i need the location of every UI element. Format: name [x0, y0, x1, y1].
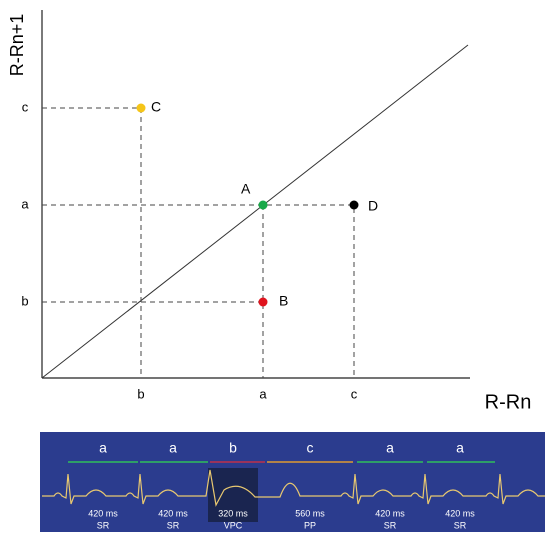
interval-rhythm: VPC: [224, 520, 243, 530]
point: [258, 200, 268, 210]
interval-letter: b: [229, 440, 237, 456]
interval-duration: 420 ms: [375, 508, 405, 518]
ecg-strip: [40, 432, 545, 532]
interval-rhythm: SR: [97, 520, 110, 530]
identity-line: [41, 44, 469, 379]
guides: [42, 107, 355, 378]
interval-rhythm: SR: [384, 520, 397, 530]
interval-letter: a: [456, 440, 464, 456]
point: [258, 297, 268, 307]
interval-rhythm: SR: [454, 520, 467, 530]
point-label: D: [368, 198, 378, 214]
x-axis-label: R-Rn: [485, 391, 532, 413]
point-label: C: [151, 99, 161, 115]
interval-letter: a: [386, 440, 394, 456]
interval-rhythm: SR: [167, 520, 180, 530]
x-tick-label: c: [351, 386, 358, 401]
interval-letter: a: [99, 440, 107, 456]
interval-duration: 420 ms: [445, 508, 475, 518]
y-tick-label: a: [21, 196, 29, 211]
x-tick-label: b: [137, 386, 144, 401]
interval-letter: a: [169, 440, 177, 456]
interval-letter: c: [307, 440, 314, 456]
interval-duration: 320 ms: [218, 508, 248, 518]
interval-rhythm: PP: [304, 520, 316, 530]
point: [136, 103, 146, 113]
interval-duration: 420 ms: [158, 508, 188, 518]
point: [349, 200, 359, 210]
point-label: B: [279, 293, 288, 309]
y-axis-label: R-Rn+1: [7, 14, 27, 77]
point-label: A: [241, 181, 251, 197]
interval-duration: 420 ms: [88, 508, 118, 518]
y-tick-label: b: [21, 293, 28, 308]
x-tick-label: a: [259, 386, 267, 401]
y-tick-label: c: [22, 99, 29, 114]
ecg-trace: [42, 469, 545, 507]
vpc-highlight: [208, 468, 258, 522]
interval-duration: 560 ms: [295, 508, 325, 518]
